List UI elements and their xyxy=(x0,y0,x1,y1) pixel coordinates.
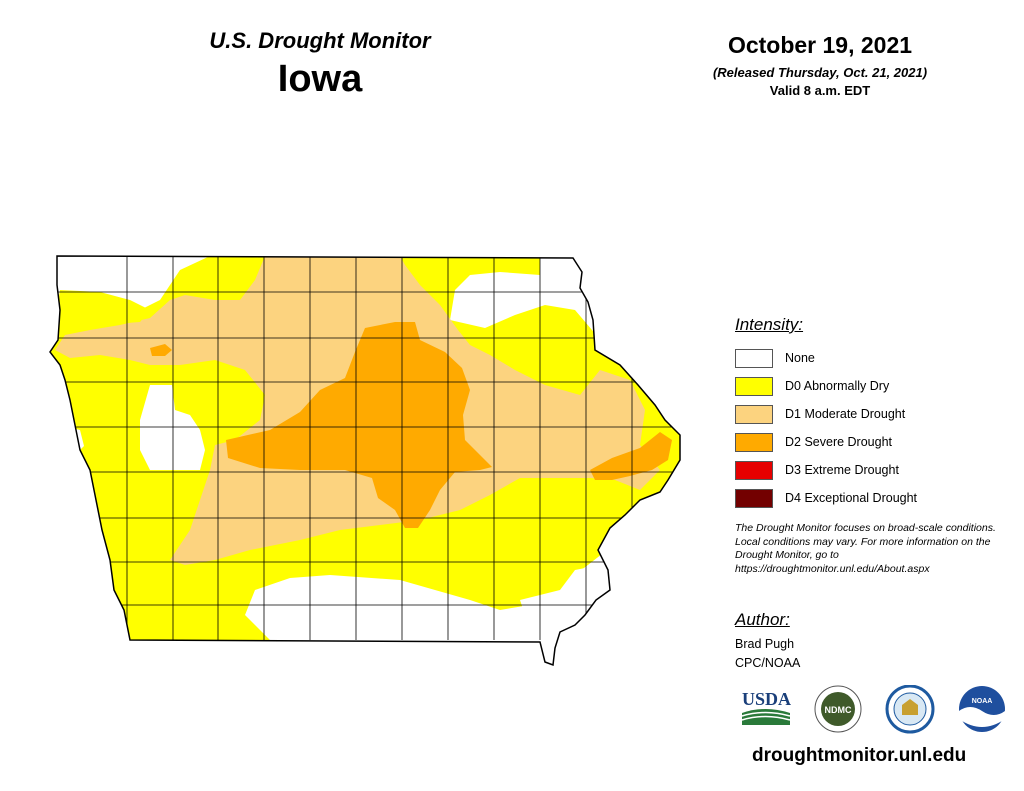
county-lines xyxy=(50,256,680,640)
ndmc-logo-text: NDMC xyxy=(825,705,852,715)
legend-item-none: None xyxy=(735,344,1015,372)
legend-label: D1 Moderate Drought xyxy=(785,407,906,421)
legend-label: D4 Exceptional Drought xyxy=(785,491,918,505)
header-left: U.S. Drought Monitor Iowa xyxy=(150,28,490,101)
iowa-state-outline xyxy=(49,255,681,667)
legend-title: Intensity: xyxy=(735,315,804,334)
zone-none-ne xyxy=(455,275,545,325)
legend-swatch xyxy=(735,404,773,424)
author-name: Brad Pugh xyxy=(735,637,795,651)
disclaimer-text: The Drought Monitor focuses on broad-sca… xyxy=(735,522,996,575)
ndmc-logo: NDMC xyxy=(814,685,862,733)
legend-swatch xyxy=(735,348,773,368)
usda-logo: USDA xyxy=(741,689,791,725)
zone-d2-east xyxy=(590,432,672,480)
zone-d2-west xyxy=(150,344,172,356)
commerce-seal-logo xyxy=(885,685,935,734)
legend-item-d1: D1 Moderate Drought xyxy=(735,400,1015,428)
map-title: U.S. Drought Monitor xyxy=(209,28,431,53)
map-date: October 19, 2021 xyxy=(727,32,913,58)
header-right: October 19, 2021 (Released Thursday, Oct… xyxy=(660,32,980,98)
website-url[interactable]: droughtmonitor.unl.edu xyxy=(752,745,967,766)
legend-swatch xyxy=(735,460,773,480)
legend: Intensity: None D0 Abnormally Dry D1 Mod… xyxy=(735,315,1015,512)
legend-item-d2: D2 Severe Drought xyxy=(735,428,1015,456)
legend-swatch xyxy=(735,376,773,396)
noaa-logo-text: NOAA xyxy=(972,698,993,705)
legend-item-d4: D4 Exceptional Drought xyxy=(735,484,1015,512)
legend-swatch xyxy=(735,432,773,452)
author-org: CPC/NOAA xyxy=(735,656,801,670)
legend-label: D3 Extreme Drought xyxy=(785,463,899,477)
legend-label: D2 Severe Drought xyxy=(785,435,893,449)
legend-item-d0: D0 Abnormally Dry xyxy=(735,372,1015,400)
legend-label: D0 Abnormally Dry xyxy=(785,379,890,393)
legend-swatch xyxy=(735,488,773,508)
zone-none-west xyxy=(140,385,205,470)
noaa-logo: NOAA xyxy=(959,686,1005,732)
zone-d0-north-nw xyxy=(55,290,150,330)
usda-logo-text: USDA xyxy=(742,689,791,709)
valid-time: Valid 8 a.m. EDT xyxy=(769,83,871,98)
legend-label: None xyxy=(785,351,815,365)
release-date: (Released Thursday, Oct. 21, 2021) xyxy=(712,65,928,80)
zone-d2 xyxy=(226,322,492,528)
partner-logos: USDA NDMC NOAA xyxy=(741,685,1005,734)
state-name: Iowa xyxy=(277,58,363,100)
author-title: Author: xyxy=(735,610,790,629)
drought-zones xyxy=(50,256,680,665)
zone-none-sw xyxy=(255,580,470,640)
iowa-drought-map xyxy=(49,255,681,667)
legend-item-d3: D3 Extreme Drought xyxy=(735,456,1015,484)
